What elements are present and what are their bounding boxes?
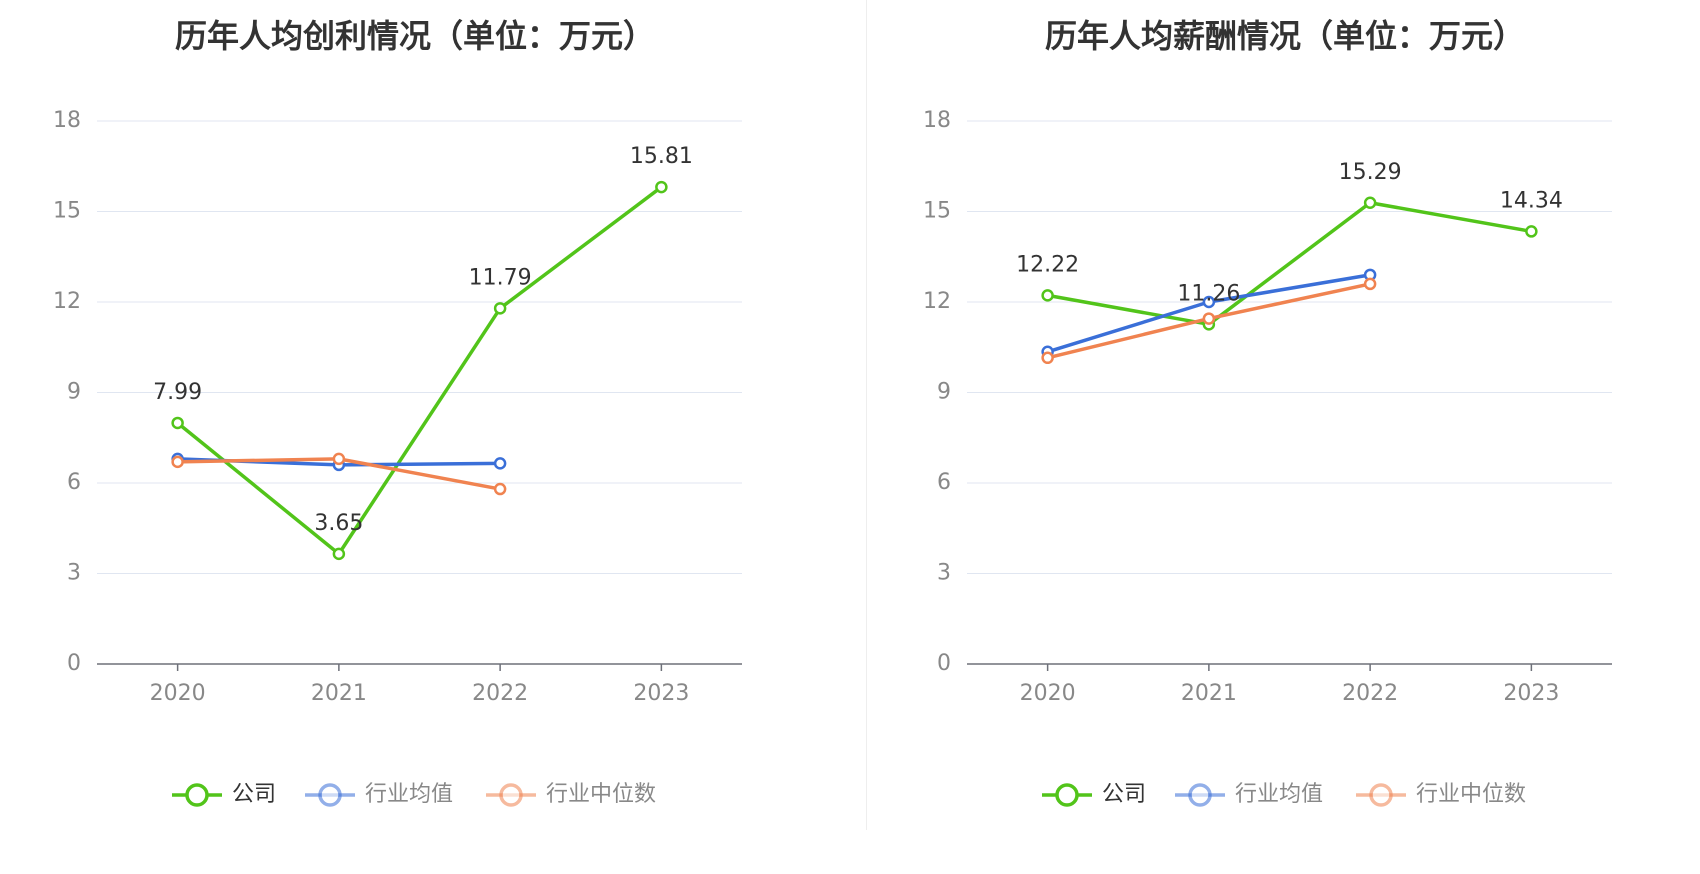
y-tick-label: 18 xyxy=(923,108,951,133)
x-tick-label: 2021 xyxy=(1181,681,1237,706)
legend-item-1[interactable]: 行业均值 xyxy=(305,782,453,807)
x-tick-label: 2022 xyxy=(1342,681,1398,706)
chart-title: 历年人均创利情况（单位：万元） xyxy=(175,17,655,55)
data-point[interactable] xyxy=(1041,351,1054,365)
y-tick-label: 3 xyxy=(67,561,81,586)
legend-label: 公司 xyxy=(1102,782,1146,807)
data-label: 7.99 xyxy=(153,380,202,405)
data-label: 12.22 xyxy=(1016,252,1079,277)
salary-chart: 历年人均薪酬情况（单位：万元） 0 3 6 9 12 15 18 2020 2021 2022 202… xyxy=(923,17,1612,807)
data-label: 14.34 xyxy=(1500,188,1563,213)
x-tick-label: 2023 xyxy=(1503,681,1559,706)
data-point[interactable] xyxy=(171,416,184,430)
y-tick-label: 9 xyxy=(937,380,951,405)
legend-label: 行业中位数 xyxy=(546,782,656,807)
data-point[interactable] xyxy=(332,547,346,561)
legend-item-0[interactable]: 公司 xyxy=(1042,782,1146,807)
data-label: 11.26 xyxy=(1177,281,1240,306)
legend-marker xyxy=(1055,783,1079,807)
data-label: 15.29 xyxy=(1339,160,1402,185)
y-tick-label: 9 xyxy=(67,380,81,405)
x-tick-label: 2023 xyxy=(633,681,689,706)
y-tick-label: 0 xyxy=(937,651,951,676)
legend-marker xyxy=(318,783,342,807)
chart-title: 历年人均薪酬情况（单位：万元） xyxy=(1045,17,1525,55)
x-tick-label: 2020 xyxy=(150,681,206,706)
legend-label: 行业均值 xyxy=(365,782,453,807)
data-point[interactable] xyxy=(1041,289,1054,302)
data-point[interactable] xyxy=(1363,277,1377,291)
x-tick-label: 2022 xyxy=(472,681,528,706)
legend-label: 公司 xyxy=(232,782,276,807)
y-tick-label: 6 xyxy=(67,470,81,495)
legend-marker xyxy=(185,783,209,807)
legend-marker xyxy=(499,783,523,807)
x-tick-label: 2021 xyxy=(311,681,367,706)
data-point[interactable] xyxy=(1202,295,1216,309)
y-tick-label: 0 xyxy=(67,651,81,676)
y-tick-label: 15 xyxy=(923,199,951,224)
y-tick-label: 12 xyxy=(53,289,81,314)
panel-divider xyxy=(866,0,867,830)
chart-panel-profit: 历年人均创利情况（单位：万元） 0 3 6 9 12 15 18 2020 2021 2022 202… xyxy=(53,17,742,807)
legend-label: 行业中位数 xyxy=(1416,782,1526,807)
legend-label: 行业均值 xyxy=(1235,782,1323,807)
data-point[interactable] xyxy=(493,482,507,496)
legend-marker xyxy=(1188,783,1212,807)
legend-item-1[interactable]: 行业均值 xyxy=(1175,782,1323,807)
data-point[interactable] xyxy=(171,455,184,469)
data-point[interactable] xyxy=(493,457,507,470)
series-line-0 xyxy=(176,185,663,556)
data-point[interactable] xyxy=(1525,225,1538,238)
data-label: 3.65 xyxy=(314,511,363,536)
y-tick-label: 6 xyxy=(937,470,951,495)
legend-item-2[interactable]: 行业中位数 xyxy=(486,782,656,807)
profit-chart: 历年人均创利情况（单位：万元） 0 3 6 9 12 15 18 2020 2021 2022 202… xyxy=(53,17,742,807)
legend-marker xyxy=(1369,783,1393,807)
legend-item-2[interactable]: 行业中位数 xyxy=(1356,782,1526,807)
legend-item-0[interactable]: 公司 xyxy=(172,782,276,807)
data-point[interactable] xyxy=(493,302,507,315)
y-tick-label: 3 xyxy=(937,561,951,586)
y-tick-label: 15 xyxy=(53,199,81,224)
data-point[interactable] xyxy=(332,452,346,466)
y-tick-label: 18 xyxy=(53,108,81,133)
data-point[interactable] xyxy=(655,180,668,194)
x-tick-label: 2020 xyxy=(1020,681,1076,706)
data-point[interactable] xyxy=(1363,196,1377,210)
data-label: 11.79 xyxy=(469,265,532,290)
series-line-0 xyxy=(1047,201,1532,327)
data-label: 15.81 xyxy=(630,144,693,169)
y-tick-label: 12 xyxy=(923,289,951,314)
chart-panel-salary: 历年人均薪酬情况（单位：万元） 0 3 6 9 12 15 18 2020 2021 2022 202… xyxy=(870,0,1700,874)
data-point[interactable] xyxy=(1202,312,1216,325)
